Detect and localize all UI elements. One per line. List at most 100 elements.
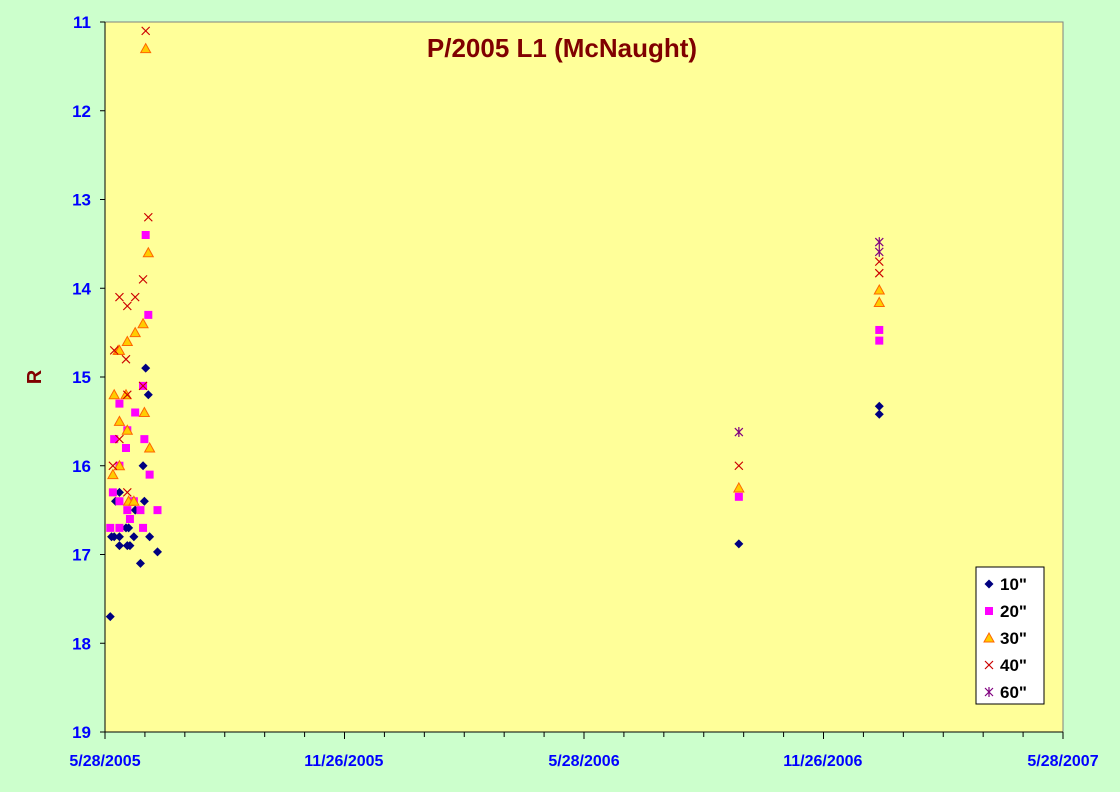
data-point — [874, 401, 884, 411]
data-point — [129, 532, 139, 542]
y-tick-label: 18 — [72, 634, 91, 653]
chart-title: P/2005 L1 (McNaught) — [427, 33, 697, 63]
x-tick-label: 5/28/2007 — [1027, 753, 1098, 770]
data-point — [141, 26, 151, 36]
y-tick-label: 19 — [72, 723, 91, 742]
data-point — [124, 523, 134, 533]
y-tick-label: 17 — [72, 546, 91, 565]
data-point — [144, 310, 153, 319]
data-point — [143, 390, 153, 400]
data-point — [106, 523, 115, 532]
x-tick-label: 11/26/2005 — [304, 753, 383, 770]
legend-label: 60" — [1000, 683, 1027, 702]
data-point — [110, 435, 119, 444]
y-tick-label: 15 — [72, 368, 91, 387]
data-point — [139, 523, 148, 532]
series-0 — [105, 363, 884, 622]
y-tick-label: 14 — [72, 279, 91, 298]
data-point — [874, 237, 884, 248]
data-point — [108, 388, 121, 400]
data-point — [122, 390, 132, 400]
data-point — [130, 292, 140, 302]
data-point — [114, 541, 124, 551]
x-tick-label: 5/28/2005 — [69, 753, 140, 770]
data-point — [108, 461, 118, 471]
data-point — [115, 292, 124, 302]
data-point — [115, 399, 124, 408]
data-point — [153, 506, 162, 515]
data-point — [733, 481, 745, 493]
data-point — [138, 406, 151, 417]
data-point — [115, 434, 124, 444]
data-point — [734, 492, 743, 501]
data-point — [114, 532, 124, 542]
data-point — [114, 487, 124, 497]
data-point — [129, 326, 142, 338]
legend-label: 30" — [1000, 629, 1027, 648]
data-point — [734, 427, 744, 438]
y-axis-ticks: 11 12 13 14 15 16 17 18 19 — [72, 13, 106, 742]
data-point — [140, 435, 149, 444]
legend-marker — [984, 579, 994, 589]
legend-marker — [985, 607, 993, 615]
data-point — [113, 344, 126, 355]
series-4 — [734, 237, 884, 438]
data-point — [152, 547, 162, 557]
y-tick-label: 13 — [72, 191, 91, 210]
data-point — [136, 506, 145, 515]
data-point — [873, 283, 886, 295]
data-point — [142, 246, 155, 258]
data-point — [122, 301, 132, 311]
data-point — [109, 345, 119, 355]
data-point — [121, 335, 134, 346]
data-point — [143, 212, 153, 222]
data-points — [105, 26, 886, 622]
data-point — [138, 274, 148, 284]
legend-marker — [983, 631, 995, 643]
data-point — [875, 325, 884, 334]
data-point — [734, 539, 744, 549]
y-tick-label: 12 — [72, 102, 91, 121]
data-point — [734, 461, 744, 471]
data-point — [874, 257, 884, 267]
y-tick-label: 16 — [72, 457, 91, 476]
data-point — [131, 408, 140, 417]
data-point — [139, 42, 152, 54]
data-point — [105, 612, 115, 622]
data-point — [125, 541, 135, 551]
legend-label: 40" — [1000, 656, 1027, 675]
data-point — [874, 268, 884, 278]
data-point — [145, 470, 154, 479]
data-point — [143, 441, 156, 453]
data-point — [145, 532, 155, 542]
data-point — [108, 488, 117, 497]
data-point — [873, 296, 886, 307]
data-point — [122, 487, 132, 497]
data-point — [121, 354, 131, 364]
legend-marker — [984, 660, 994, 670]
plot-area — [104, 21, 1064, 733]
data-point — [115, 523, 124, 532]
data-point — [121, 444, 130, 452]
data-point — [874, 246, 884, 257]
legend-marker — [984, 687, 994, 697]
data-point — [123, 506, 132, 515]
legend-label: 20" — [1000, 602, 1027, 621]
data-point — [128, 495, 140, 506]
data-point — [139, 496, 149, 506]
legend-label: 10" — [1000, 575, 1027, 594]
data-point — [113, 459, 126, 471]
data-point — [874, 409, 884, 419]
series-2 — [107, 42, 886, 506]
data-point — [115, 497, 124, 506]
x-tick-label: 5/28/2006 — [548, 753, 619, 770]
data-point — [875, 336, 884, 345]
data-point — [113, 415, 126, 426]
data-point — [141, 231, 150, 239]
data-point — [125, 515, 134, 523]
legend: 10" 20" 30" 40" 60" — [975, 566, 1045, 705]
data-point — [135, 558, 145, 568]
data-point — [109, 532, 119, 542]
series-3 — [108, 26, 884, 497]
